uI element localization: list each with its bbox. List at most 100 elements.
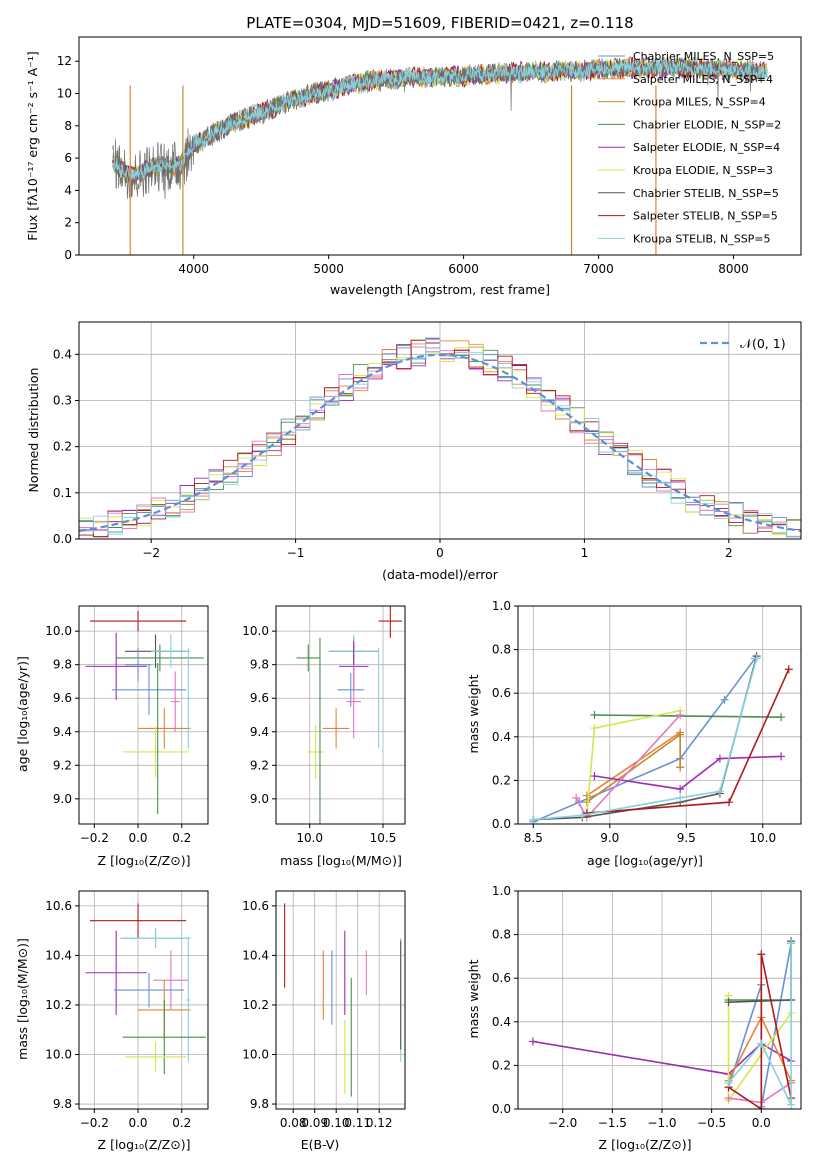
z-age-ytick-label-1: 9.2	[53, 758, 72, 772]
spectrum-title: PLATE=0304, MJD=51609, FIBERID=0421, z=0…	[246, 14, 633, 32]
z-weight-ytick-label-1: 0.2	[492, 1058, 511, 1072]
mass-age-errorbar-6	[346, 664, 362, 739]
z-age-ytick-label-5: 10.0	[45, 624, 72, 638]
z-mass-xtick-label-0: −0.2	[80, 1116, 109, 1130]
legend-label-1: Salpeter MILES, N_SSP=4	[633, 73, 773, 86]
age-weight-plot-area: 8.5 9.0 9.5 10.0 0.0 0.2 0.4 0.6 0.8 1.0	[492, 599, 802, 845]
mass-age-grid	[276, 606, 405, 824]
mass-age-panel: 10.0 10.5 9.0 9.2 9.4 9.6 9.8 10.0 mass [log₁₀(…	[242, 605, 406, 868]
age-weight-marker-3-1	[777, 713, 786, 722]
z-age-xtick-label-0: −0.2	[80, 831, 109, 845]
spectrum-ytick-label-5: 10	[57, 87, 72, 101]
age-weight-series-4	[594, 755, 782, 790]
spectrum-xlabel: wavelength [Angstrom, rest frame]	[330, 282, 550, 297]
residuals-frame	[78, 321, 802, 540]
z-weight-xlabel: Z [log₁₀(Z/Z⊙)]	[599, 1137, 692, 1152]
z-age-data	[85, 611, 204, 814]
age-weight-marker-2-1	[676, 730, 685, 739]
z-mass-ytick-label-2: 10.2	[45, 998, 72, 1012]
z-age-xlabel: Z [log₁₀(Z/Z⊙)]	[98, 853, 191, 868]
z-weight-xtick-label-2: −1.0	[647, 1116, 676, 1130]
ebv-mass-xtick-label-4: 0.12	[366, 1116, 393, 1130]
z-weight-series-8	[727, 943, 792, 1105]
age-weight-xtick-label-1: 9.0	[600, 831, 619, 845]
z-mass-plot-area: −0.2 0.0 0.2 9.8 10.0 10.2 10.4 10.6	[45, 890, 209, 1130]
z-age-ylabel: age [log₁₀(age/yr)]	[15, 656, 30, 772]
age-weight-marker-2-2	[676, 763, 685, 772]
z-weight-frame	[517, 890, 802, 1110]
age-weight-xlabel: age [log₁₀(age/yr)]	[587, 853, 703, 868]
mass-age-errorbar-0	[378, 606, 403, 638]
z-weight-axes: −2.0 −1.5 −1.0 −0.5 0.0 0.0 0.2 0.4 0.6 0.8 1.0	[492, 884, 802, 1130]
mass-age-ytick-label-0: 9.0	[250, 792, 269, 806]
ebv-mass-ytick-label-4: 10.6	[242, 899, 269, 913]
z-weight-panel: −2.0 −1.5 −1.0 −0.5 0.0 0.0 0.2 0.4 0.6 0.8 1.0 Z …	[466, 884, 802, 1152]
ebv-mass-ytick-label-2: 10.2	[242, 998, 269, 1012]
mass-age-errorbar-2	[296, 644, 320, 672]
residuals-data	[79, 337, 801, 539]
legend-label-7: Salpeter STELIB, N_SSP=5	[633, 210, 778, 223]
mass-age-ytick-label-2: 9.4	[250, 725, 269, 739]
mass-age-axes: 10.0 10.5 9.0 9.2 9.4 9.6 9.8 10.0	[242, 605, 406, 845]
z-age-errorbar-2	[116, 644, 204, 672]
age-weight-frame	[517, 605, 802, 825]
age-weight-ytick-label-2: 0.4	[492, 730, 511, 744]
z-age-errorbar-9	[186, 647, 191, 749]
z-age-errorbar-10	[122, 726, 189, 778]
age-weight-panel: 8.5 9.0 9.5 10.0 0.0 0.2 0.4 0.6 0.8 1.0 age [log…	[466, 599, 802, 868]
spectrum-xtick-label-4: 8000	[718, 262, 749, 276]
age-weight-marker-9-1	[578, 811, 587, 820]
z-weight-xtick-label-3: −0.5	[697, 1116, 726, 1130]
z-mass-panel: −0.2 0.0 0.2 9.8 10.0 10.2 10.4 10.6 Z [log₁₀(Z…	[15, 890, 209, 1152]
z-age-grid	[79, 606, 208, 824]
z-weight-ylabel: mass weight	[466, 959, 481, 1038]
z-weight-marker-5-0	[724, 1094, 733, 1103]
age-weight-ytick-label-4: 0.8	[492, 643, 511, 657]
age-weight-xtick-label-3: 10.0	[749, 831, 776, 845]
z-weight-marker-8-2	[787, 1100, 796, 1109]
residuals-xtick-label-0: −2	[142, 546, 160, 560]
z-age-xtick-label-1: 0.0	[128, 831, 147, 845]
spectrum-legend: Chabrier MILES, N_SSP=5 Salpeter MILES, N…	[598, 50, 781, 245]
spectrum-data	[112, 55, 768, 255]
z-weight-xtick-label-1: −1.5	[598, 1116, 627, 1130]
legend-label-0: Chabrier MILES, N_SSP=5	[633, 50, 774, 63]
legend-label-5: Kroupa ELODIE, N_SSP=3	[633, 164, 773, 177]
age-weight-marker-0-3	[720, 695, 729, 704]
z-weight-marker-7-2	[757, 950, 766, 959]
z-weight-xtick-label-4: 0.0	[752, 1116, 771, 1130]
z-weight-marker-0-0	[528, 1037, 537, 1046]
z-weight-xtick-label-0: −2.0	[548, 1116, 577, 1130]
spectrum-model-line-overlay	[112, 60, 768, 181]
residuals-xtick-label-4: 2	[725, 546, 733, 560]
z-age-errorbar-7	[170, 671, 180, 732]
z-age-xtick-label-2: 0.2	[172, 831, 191, 845]
age-weight-marker-2-0	[582, 798, 591, 807]
age-weight-data	[529, 652, 793, 824]
z-age-errorbar-4	[85, 632, 147, 700]
z-weight-marker-8-0	[724, 1078, 733, 1087]
residuals-xtick-label-3: 1	[581, 546, 589, 560]
age-weight-series-3	[594, 714, 782, 718]
legend-label-8: Kroupa STELIB, N_SSP=5	[633, 232, 771, 245]
age-weight-marker-4-0	[590, 772, 599, 781]
z-mass-errorbar-7	[186, 938, 191, 1062]
age-weight-ylabel: mass weight	[466, 674, 481, 753]
residuals-xlabel: (data-model)/error	[382, 567, 499, 582]
age-weight-ytick-label-0: 0.0	[492, 817, 511, 831]
spectrum-frame	[78, 36, 802, 256]
z-age-axes: −0.2 0.0 0.2 9.0 9.2 9.4 9.6 9.8 10.0	[45, 605, 209, 845]
mass-age-errorbar-5	[337, 673, 364, 707]
spectrum-xtick-label-2: 6000	[448, 262, 479, 276]
ebv-mass-grid	[276, 891, 405, 1109]
spectrum-ytick-label-6: 12	[57, 54, 72, 68]
z-mass-ytick-label-3: 10.4	[45, 948, 72, 962]
mass-age-ytick-label-4: 9.8	[250, 658, 269, 672]
z-age-errorbar-3	[151, 634, 191, 669]
z-weight-marker-8-1	[757, 1039, 766, 1048]
age-weight-marker-4-1	[676, 785, 685, 794]
residuals-plot-area: −2 −1 0 1 2 0.0 0.1 0.2 0.3 0.4 𝒩(0, 1)	[53, 321, 802, 560]
ebv-mass-ytick-label-0: 9.8	[250, 1097, 269, 1111]
z-age-errorbar-8	[138, 708, 191, 749]
spectrum-ytick-label-3: 6	[64, 151, 72, 165]
